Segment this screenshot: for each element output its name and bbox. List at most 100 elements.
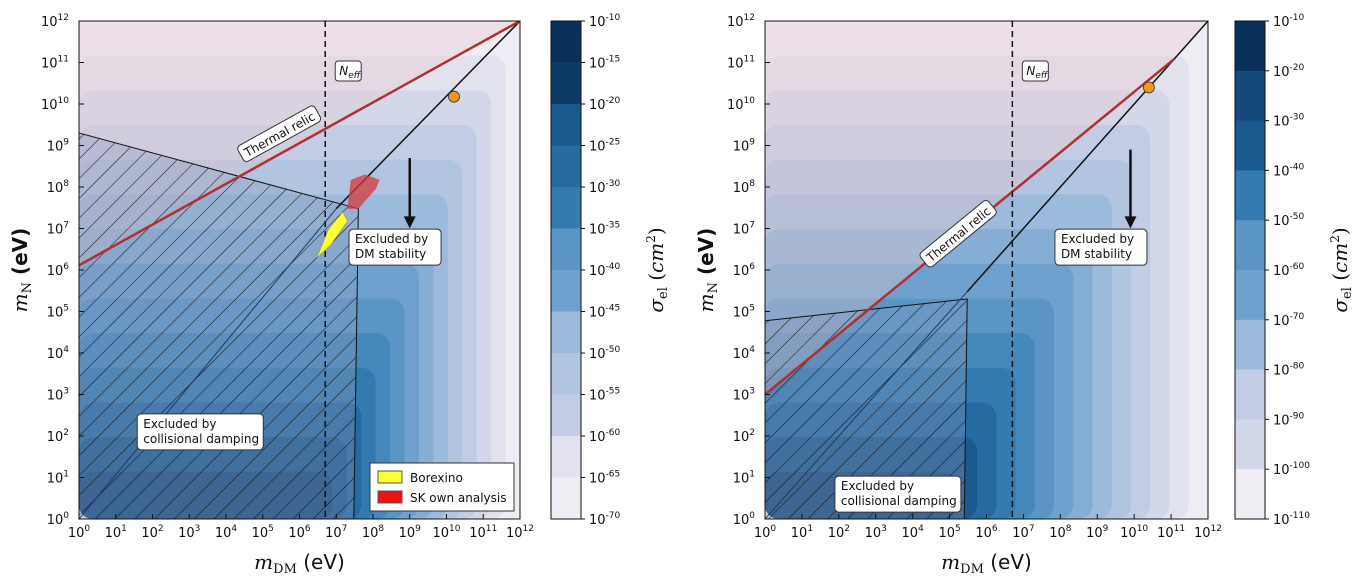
sk-region: [347, 174, 380, 209]
x-tick-label: 105: [252, 524, 274, 541]
thermal-relic-line: [79, 21, 520, 267]
y-axis-label: mN (eV): [694, 228, 721, 313]
benchmark-marker: [1142, 81, 1155, 94]
colorbar-segment: [1235, 270, 1265, 321]
annotation-line: DM stability: [1061, 247, 1132, 261]
y-tick-label: 109: [733, 138, 756, 155]
x-tick-label: 101: [791, 524, 813, 541]
colorbar-label: σel (cm2): [644, 227, 671, 312]
annotation-line: Excluded by: [143, 417, 216, 431]
y-tick-label: 101: [733, 470, 755, 487]
annotation-line: collisional damping: [143, 432, 259, 446]
colorbar-tick-label: 10-80: [1273, 362, 1305, 379]
colorbar-segment: [551, 104, 581, 146]
y-tick-label: 104: [47, 345, 70, 362]
colorbar-tick-label: 10-20: [589, 96, 621, 113]
colorbar-tick-label: 10-90: [1273, 411, 1305, 428]
borexino-region: [316, 211, 348, 258]
colorbar-segment: [1235, 120, 1265, 171]
colorbar-tick-label: 10-70: [589, 511, 621, 528]
annotation-line: DM stability: [355, 247, 426, 261]
x-tick-label: 106: [288, 524, 311, 541]
x-tick-label: 107: [1012, 524, 1034, 541]
colorbar-segment: [1235, 21, 1265, 72]
colorbar-tick-label: 10-60: [1273, 262, 1305, 279]
colorbar: 10-10 10-20 10-30 10-40 10-50 10-60 10-70 10-80…: [1234, 13, 1355, 528]
x-tick-label: 1011: [1157, 524, 1185, 541]
colorbar-segment: [1235, 220, 1265, 271]
legend: Borexino SK own analysis: [369, 462, 515, 512]
colorbar-segment: [551, 62, 581, 105]
colorbar-tick-label: 10-35: [589, 221, 620, 238]
y-tick-label: 105: [47, 304, 69, 321]
colorbar-tick-label: 10-70: [1273, 312, 1305, 329]
neff-label: Neff: [334, 60, 362, 82]
y-tick-label: 106: [47, 262, 70, 279]
y-tick-label: 101: [47, 470, 69, 487]
colorbar-tick-label: 10-25: [589, 138, 620, 155]
y-tick-label: 107: [47, 221, 69, 238]
colorbar-tick-label: 10-10: [589, 13, 621, 30]
colorbar-tick-label: 10-100: [1273, 461, 1310, 478]
colorbar-tick-label: 10-30: [589, 179, 621, 196]
colorbar-segment: [551, 477, 581, 520]
x-tick-label: 1010: [1120, 524, 1148, 541]
x-tick-label: 100: [68, 524, 91, 541]
y-tick-label: 107: [733, 221, 755, 238]
colorbar-label: σel (cm2): [1328, 227, 1355, 312]
y-tick-label: 1011: [41, 55, 69, 72]
stability-arrow-head: [403, 216, 416, 229]
x-tick-label: 105: [938, 524, 960, 541]
colorbar-tick-label: 10-40: [589, 262, 621, 279]
colorbar-segment: [551, 394, 581, 437]
x-tick-label: 104: [215, 524, 238, 541]
y-tick-label: 103: [733, 387, 755, 404]
x-tick-label: 107: [325, 524, 347, 541]
colorbar-tick-label: 10-10: [1273, 13, 1305, 30]
diagonal-line: [765, 291, 968, 519]
annotation-line: Excluded by: [1061, 232, 1134, 246]
legend-label: SK own analysis: [410, 491, 506, 505]
colorbar-segment: [1235, 469, 1265, 520]
colorbar-segment: [551, 270, 581, 312]
colorbar-tick-label: 10-40: [1273, 162, 1305, 179]
colorbar-tick-label: 10-20: [1273, 63, 1305, 80]
colorbar-tick-label: 10-30: [1273, 113, 1305, 130]
x-tick-label: 103: [178, 524, 200, 541]
stability-arrow-head: [1124, 216, 1137, 229]
x-axis-label: mDM (eV): [941, 550, 1032, 577]
y-tick-label: 106: [733, 262, 756, 279]
colorbar-tick-label: 10-65: [589, 470, 620, 487]
diagonal-line: [79, 208, 337, 519]
y-tick-label: 102: [47, 428, 69, 445]
x-tick-label: 102: [828, 524, 850, 541]
x-tick-label: 1011: [469, 524, 497, 541]
x-tick-label: 102: [141, 524, 163, 541]
annotation-line: collisional damping: [841, 494, 957, 508]
colorbar-segment: [1235, 70, 1265, 122]
y-tick-label: 108: [47, 179, 70, 196]
colorbar-segment: [551, 145, 581, 188]
neff-label: Neff: [1021, 60, 1049, 82]
x-tick-label: 106: [975, 524, 998, 541]
colorbar-segment: [551, 187, 581, 229]
legend-label: Borexino: [410, 471, 463, 485]
legend-swatch: [377, 490, 403, 504]
y-tick-label: 1012: [41, 13, 69, 30]
legend-swatch: [377, 470, 403, 484]
y-tick-label: 1011: [727, 55, 755, 72]
colorbar-segment: [551, 353, 581, 395]
x-axis-label: mDM (eV): [254, 550, 345, 577]
colorbar-tick-label: 10-50: [1273, 212, 1305, 229]
colorbar-segment: [551, 436, 581, 478]
x-tick-label: 104: [902, 524, 925, 541]
x-tick-label: 1012: [506, 524, 534, 541]
colorbar-tick-label: 10-15: [589, 55, 620, 72]
